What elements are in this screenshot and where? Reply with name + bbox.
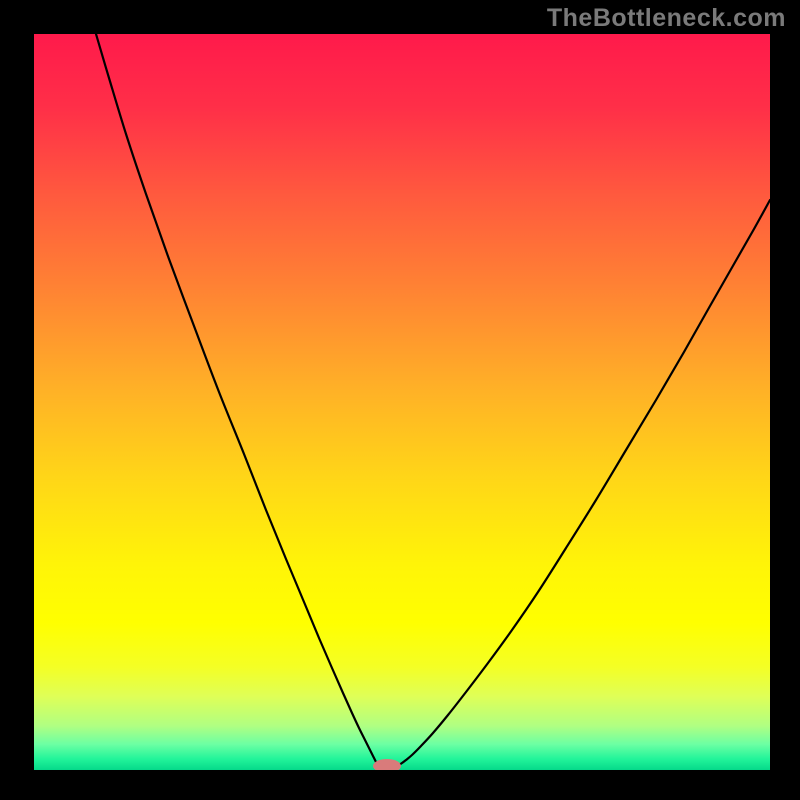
chart-container: TheBottleneck.com [0,0,800,800]
bottleneck-chart [0,0,800,800]
watermark-text: TheBottleneck.com [547,4,786,33]
gradient-plot-area [34,34,770,770]
